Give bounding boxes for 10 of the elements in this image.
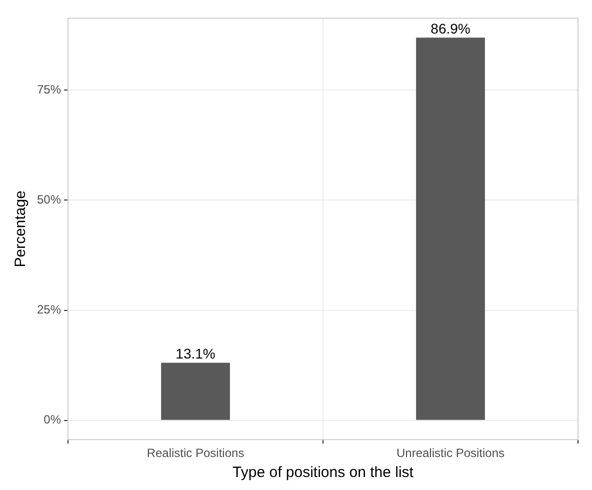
y-axis-title: Percentage [12,190,30,268]
x-axis-title: Type of positions on the list [232,464,414,482]
data-label: 13.1% [176,346,216,362]
data-label: 86.9% [430,20,470,36]
y-tick-label: 75% [36,82,62,96]
y-tick-label: 50% [36,192,62,206]
x-tick-label: Realistic Positions [146,446,244,460]
y-tick-label: 0% [44,412,62,427]
y-tick-label: 25% [36,302,62,317]
x-tick-label: Unrealistic Positions [396,446,505,460]
